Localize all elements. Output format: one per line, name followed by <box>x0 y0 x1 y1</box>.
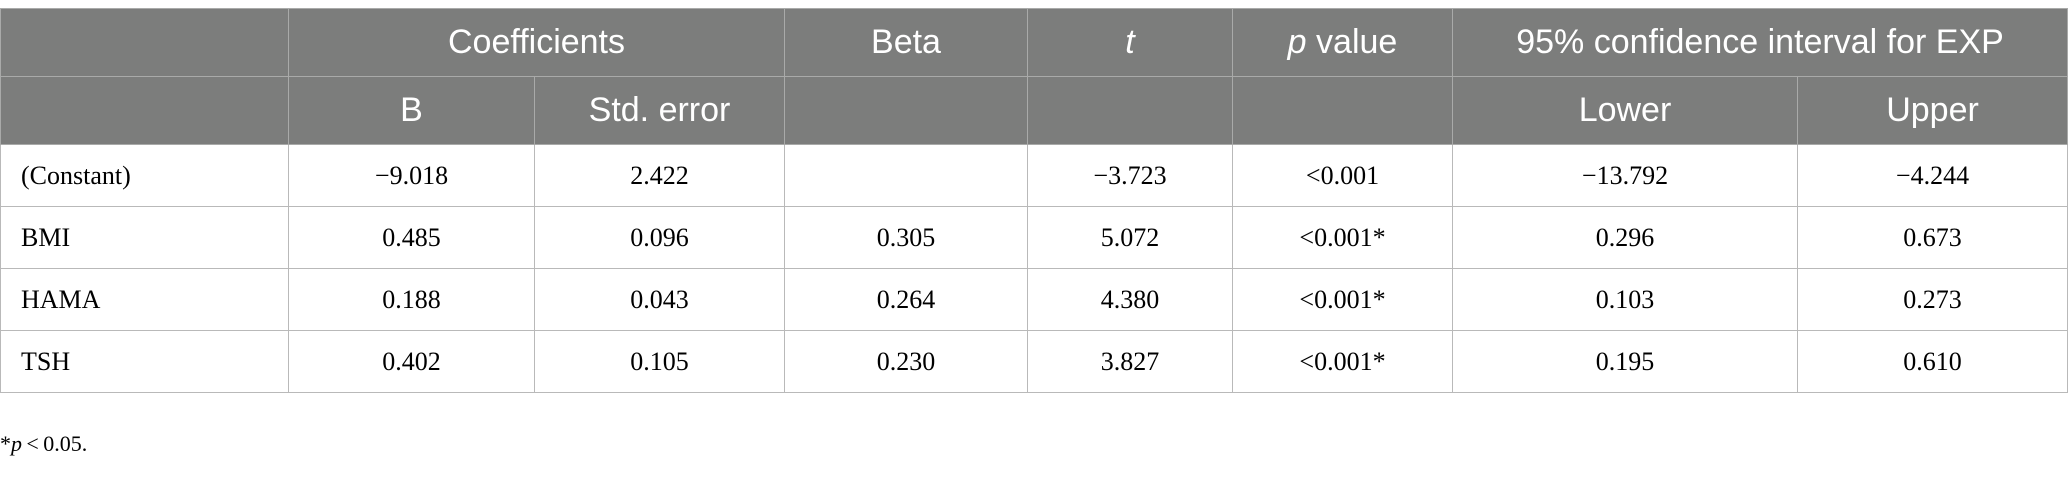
row-label: TSH <box>0 330 289 393</box>
row-label: (Constant) <box>0 144 289 207</box>
header-coefficients: Coefficients <box>288 8 785 77</box>
cell-upper: 0.273 <box>1796 268 2068 331</box>
cell-beta <box>784 144 1028 207</box>
cell-b: −9.018 <box>288 144 535 207</box>
cell-p-value: <0.001* <box>1232 330 1453 393</box>
header-beta: Beta <box>784 8 1028 77</box>
cell-t: 4.380 <box>1027 268 1233 331</box>
header-row-2: B Std. error Lower Upper <box>0 76 2068 145</box>
table-body: (Constant) −9.018 2.422 −3.723 <0.001 −1… <box>0 144 2068 393</box>
header-p-rest: value <box>1306 23 1398 61</box>
cell-p-value: <0.001 <box>1232 144 1453 207</box>
cell-b: 0.188 <box>288 268 535 331</box>
footnote-threshold: < 0.05. <box>22 431 88 456</box>
cell-std-error: 2.422 <box>534 144 785 207</box>
cell-b: 0.402 <box>288 330 535 393</box>
header-beta-blank <box>784 76 1028 145</box>
regression-table: Coefficients Beta t p value 95% confiden… <box>0 8 2068 393</box>
footnote-p-italic: p <box>11 431 22 456</box>
cell-upper: −4.244 <box>1796 144 2068 207</box>
footnote-star: * <box>0 431 11 456</box>
cell-lower: 0.296 <box>1452 206 1798 269</box>
header-confidence-interval: 95% confidence interval for EXP <box>1451 8 2068 77</box>
table-footnote: *p < 0.05. <box>0 431 87 457</box>
table-row: (Constant) −9.018 2.422 −3.723 <0.001 −1… <box>0 144 2068 207</box>
table-row: BMI 0.485 0.096 0.305 5.072 <0.001* 0.29… <box>0 206 2068 269</box>
header-upper: Upper <box>1796 76 2068 145</box>
cell-t: 3.827 <box>1027 330 1233 393</box>
header-lower: Lower <box>1452 76 1798 145</box>
header-std-error: Std. error <box>534 76 785 145</box>
header-b: B <box>288 76 535 145</box>
cell-std-error: 0.105 <box>534 330 785 393</box>
row-label: HAMA <box>0 268 289 331</box>
cell-t: −3.723 <box>1027 144 1233 207</box>
header-p-italic: p <box>1287 23 1307 61</box>
header-blank-cell <box>0 8 289 77</box>
header-blank-cell-2 <box>0 76 289 145</box>
cell-upper: 0.610 <box>1796 330 2068 393</box>
cell-beta: 0.230 <box>784 330 1028 393</box>
cell-b: 0.485 <box>288 206 535 269</box>
cell-beta: 0.264 <box>784 268 1028 331</box>
cell-p-value: <0.001* <box>1232 206 1453 269</box>
table-row: TSH 0.402 0.105 0.230 3.827 <0.001* 0.19… <box>0 330 2068 393</box>
header-t: t <box>1027 8 1233 77</box>
cell-lower: 0.103 <box>1452 268 1798 331</box>
regression-table-container: Coefficients Beta t p value 95% confiden… <box>0 8 2068 393</box>
cell-beta: 0.305 <box>784 206 1028 269</box>
cell-lower: −13.792 <box>1452 144 1798 207</box>
cell-p-value: <0.001* <box>1232 268 1453 331</box>
header-t-blank <box>1027 76 1233 145</box>
cell-std-error: 0.096 <box>534 206 785 269</box>
header-t-label: t <box>1125 23 1135 61</box>
header-p-blank <box>1232 76 1453 145</box>
cell-t: 5.072 <box>1027 206 1233 269</box>
cell-upper: 0.673 <box>1796 206 2068 269</box>
row-label: BMI <box>0 206 289 269</box>
table-row: HAMA 0.188 0.043 0.264 4.380 <0.001* 0.1… <box>0 268 2068 331</box>
cell-std-error: 0.043 <box>534 268 785 331</box>
cell-lower: 0.195 <box>1452 330 1798 393</box>
header-p-value: p value <box>1232 8 1453 77</box>
header-row-1: Coefficients Beta t p value 95% confiden… <box>0 8 2068 77</box>
table-header: Coefficients Beta t p value 95% confiden… <box>0 8 2068 145</box>
